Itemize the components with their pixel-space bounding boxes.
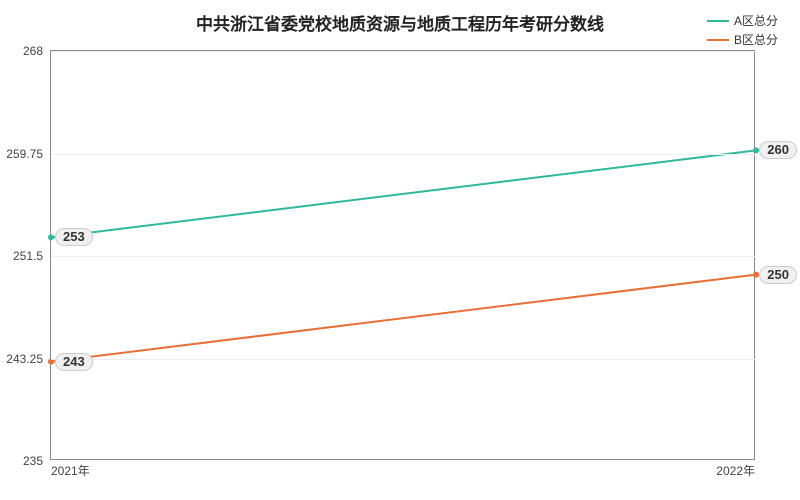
point-label: 250 [759, 266, 797, 284]
y-tick-label: 235 [23, 454, 43, 468]
chart-container: 中共浙江省委党校地质资源与地质工程历年考研分数线 A区总分 B区总分 23524… [0, 0, 800, 500]
series-marker [48, 359, 54, 365]
series-marker [753, 272, 759, 278]
legend-item-b: B区总分 [707, 31, 778, 48]
y-tick-label: 243.25 [6, 352, 43, 366]
y-tick-label: 251.5 [13, 249, 43, 263]
point-label: 243 [55, 353, 93, 371]
y-tick-label: 259.75 [6, 147, 43, 161]
gridline [51, 154, 755, 155]
legend: A区总分 B区总分 [707, 12, 778, 50]
point-label: 253 [55, 228, 93, 246]
legend-label-b: B区总分 [734, 31, 778, 48]
legend-swatch-b [707, 39, 729, 41]
x-tick-label-right: 2022年 [716, 462, 755, 479]
x-tick-label-left: 2021年 [51, 462, 90, 479]
gridline [51, 359, 755, 360]
series-line [51, 275, 756, 362]
plot-area: 235243.25251.5259.752682021年2022年2532602… [50, 50, 755, 460]
series-line [51, 150, 756, 237]
point-label: 260 [759, 141, 797, 159]
legend-item-a: A区总分 [707, 12, 778, 29]
legend-swatch-a [707, 20, 729, 22]
chart-title: 中共浙江省委党校地质资源与地质工程历年考研分数线 [0, 10, 800, 35]
series-marker [753, 147, 759, 153]
y-tick-label: 268 [23, 44, 43, 58]
chart-svg [51, 51, 755, 459]
series-marker [48, 234, 54, 240]
gridline [51, 256, 755, 257]
legend-label-a: A区总分 [734, 12, 778, 29]
gridline [51, 51, 755, 52]
